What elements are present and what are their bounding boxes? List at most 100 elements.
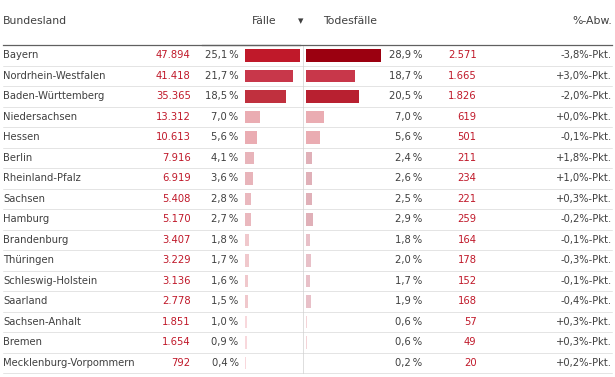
Text: +0,2%-Pkt.: +0,2%-Pkt. [556,358,612,368]
Text: Sachsen-Anhalt: Sachsen-Anhalt [3,317,81,327]
Text: 2,0 %: 2,0 % [395,256,423,265]
Text: 4,1 %: 4,1 % [212,153,239,163]
Text: 3,6 %: 3,6 % [212,173,239,184]
Text: 2,6 %: 2,6 % [395,173,423,184]
Text: 7,0 %: 7,0 % [395,112,423,122]
Text: 0,9 %: 0,9 % [212,337,239,348]
Text: 211: 211 [458,153,477,163]
Text: 1,0 %: 1,0 % [212,317,239,327]
Text: 1.665: 1.665 [448,71,477,81]
Text: Berlin: Berlin [3,153,33,163]
Text: 10.613: 10.613 [156,132,191,143]
Text: -0,2%-Pkt.: -0,2%-Pkt. [561,215,612,224]
Text: %-Abw.: %-Abw. [572,16,612,26]
Text: +0,0%-Pkt.: +0,0%-Pkt. [556,112,612,122]
Text: 0,2 %: 0,2 % [395,358,423,368]
Text: 47.894: 47.894 [156,51,191,60]
Text: 7,0 %: 7,0 % [212,112,239,122]
Bar [306,213,313,225]
Text: 18,7 %: 18,7 % [389,71,423,81]
Text: 2,5 %: 2,5 % [395,194,423,204]
Text: ▾: ▾ [298,16,303,26]
Text: 41.418: 41.418 [156,71,191,81]
Text: Rheinland-Pfalz: Rheinland-Pfalz [3,173,81,184]
Text: 259: 259 [458,215,477,224]
Text: 221: 221 [458,194,477,204]
Text: 1,5 %: 1,5 % [212,296,239,307]
Text: 1.851: 1.851 [162,317,191,327]
Bar [306,254,311,267]
Text: 20: 20 [464,358,477,368]
Text: -0,1%-Pkt.: -0,1%-Pkt. [561,276,612,286]
Text: 28,9 %: 28,9 % [389,51,423,60]
Text: 792: 792 [172,358,191,368]
Text: 7.916: 7.916 [162,153,191,163]
Text: Sachsen: Sachsen [3,194,45,204]
Text: 20,5 %: 20,5 % [389,92,423,101]
Bar [245,172,253,185]
Text: 49: 49 [464,337,477,348]
Text: 57: 57 [464,317,477,327]
Text: Bremen: Bremen [3,337,42,348]
Text: 5.170: 5.170 [162,215,191,224]
Bar [245,316,247,328]
Text: Mecklenburg-Vorpommern: Mecklenburg-Vorpommern [3,358,135,368]
Bar [306,49,381,62]
Text: 178: 178 [458,256,477,265]
Bar [306,275,310,287]
Text: Saarland: Saarland [3,296,47,307]
Text: -0,3%-Pkt.: -0,3%-Pkt. [561,256,612,265]
Bar [306,336,308,349]
Text: 168: 168 [458,296,477,307]
Text: 6.919: 6.919 [162,173,191,184]
Text: 5,6 %: 5,6 % [395,132,423,143]
Bar [245,295,248,308]
Text: +1,0%-Pkt.: +1,0%-Pkt. [556,173,612,184]
Text: +1,8%-Pkt.: +1,8%-Pkt. [556,153,612,163]
Bar [245,70,293,82]
Text: 13.312: 13.312 [156,112,191,122]
Text: 3.407: 3.407 [162,235,191,245]
Text: 18,5 %: 18,5 % [205,92,239,101]
Bar [245,234,248,246]
Bar [306,152,312,164]
Text: +0,3%-Pkt.: +0,3%-Pkt. [556,194,612,204]
Text: +3,0%-Pkt.: +3,0%-Pkt. [556,71,612,81]
Text: -0,1%-Pkt.: -0,1%-Pkt. [561,235,612,245]
Bar [245,152,254,164]
Bar [306,234,311,246]
Text: 0,4 %: 0,4 % [212,358,239,368]
Text: Thüringen: Thüringen [3,256,54,265]
Text: 1,7 %: 1,7 % [212,256,239,265]
Text: 164: 164 [458,235,477,245]
Text: Bundesland: Bundesland [3,16,67,26]
Text: 5,6 %: 5,6 % [212,132,239,143]
Text: Nordrhein-Westfalen: Nordrhein-Westfalen [3,71,106,81]
Text: -0,1%-Pkt.: -0,1%-Pkt. [561,132,612,143]
Text: +0,3%-Pkt.: +0,3%-Pkt. [556,317,612,327]
Text: 2,4 %: 2,4 % [395,153,423,163]
Text: Schleswig-Holstein: Schleswig-Holstein [3,276,97,286]
Text: 1,7 %: 1,7 % [395,276,423,286]
Text: 501: 501 [458,132,477,143]
Text: 2.571: 2.571 [448,51,477,60]
Text: -0,4%-Pkt.: -0,4%-Pkt. [561,296,612,307]
Text: 1,8 %: 1,8 % [395,235,423,245]
Text: Bayern: Bayern [3,51,39,60]
Bar [306,193,312,205]
Bar [245,275,248,287]
Text: 234: 234 [458,173,477,184]
Text: -2,0%-Pkt.: -2,0%-Pkt. [561,92,612,101]
Bar [306,90,359,103]
Text: 0,6 %: 0,6 % [395,317,423,327]
Text: 2,7 %: 2,7 % [212,215,239,224]
Text: 1.654: 1.654 [162,337,191,348]
Text: 2,9 %: 2,9 % [395,215,423,224]
Text: Fälle: Fälle [252,16,277,26]
Bar [245,254,248,267]
Text: 152: 152 [458,276,477,286]
Text: 21,7 %: 21,7 % [205,71,239,81]
Bar [245,336,247,349]
Bar [245,193,251,205]
Text: 2,8 %: 2,8 % [212,194,239,204]
